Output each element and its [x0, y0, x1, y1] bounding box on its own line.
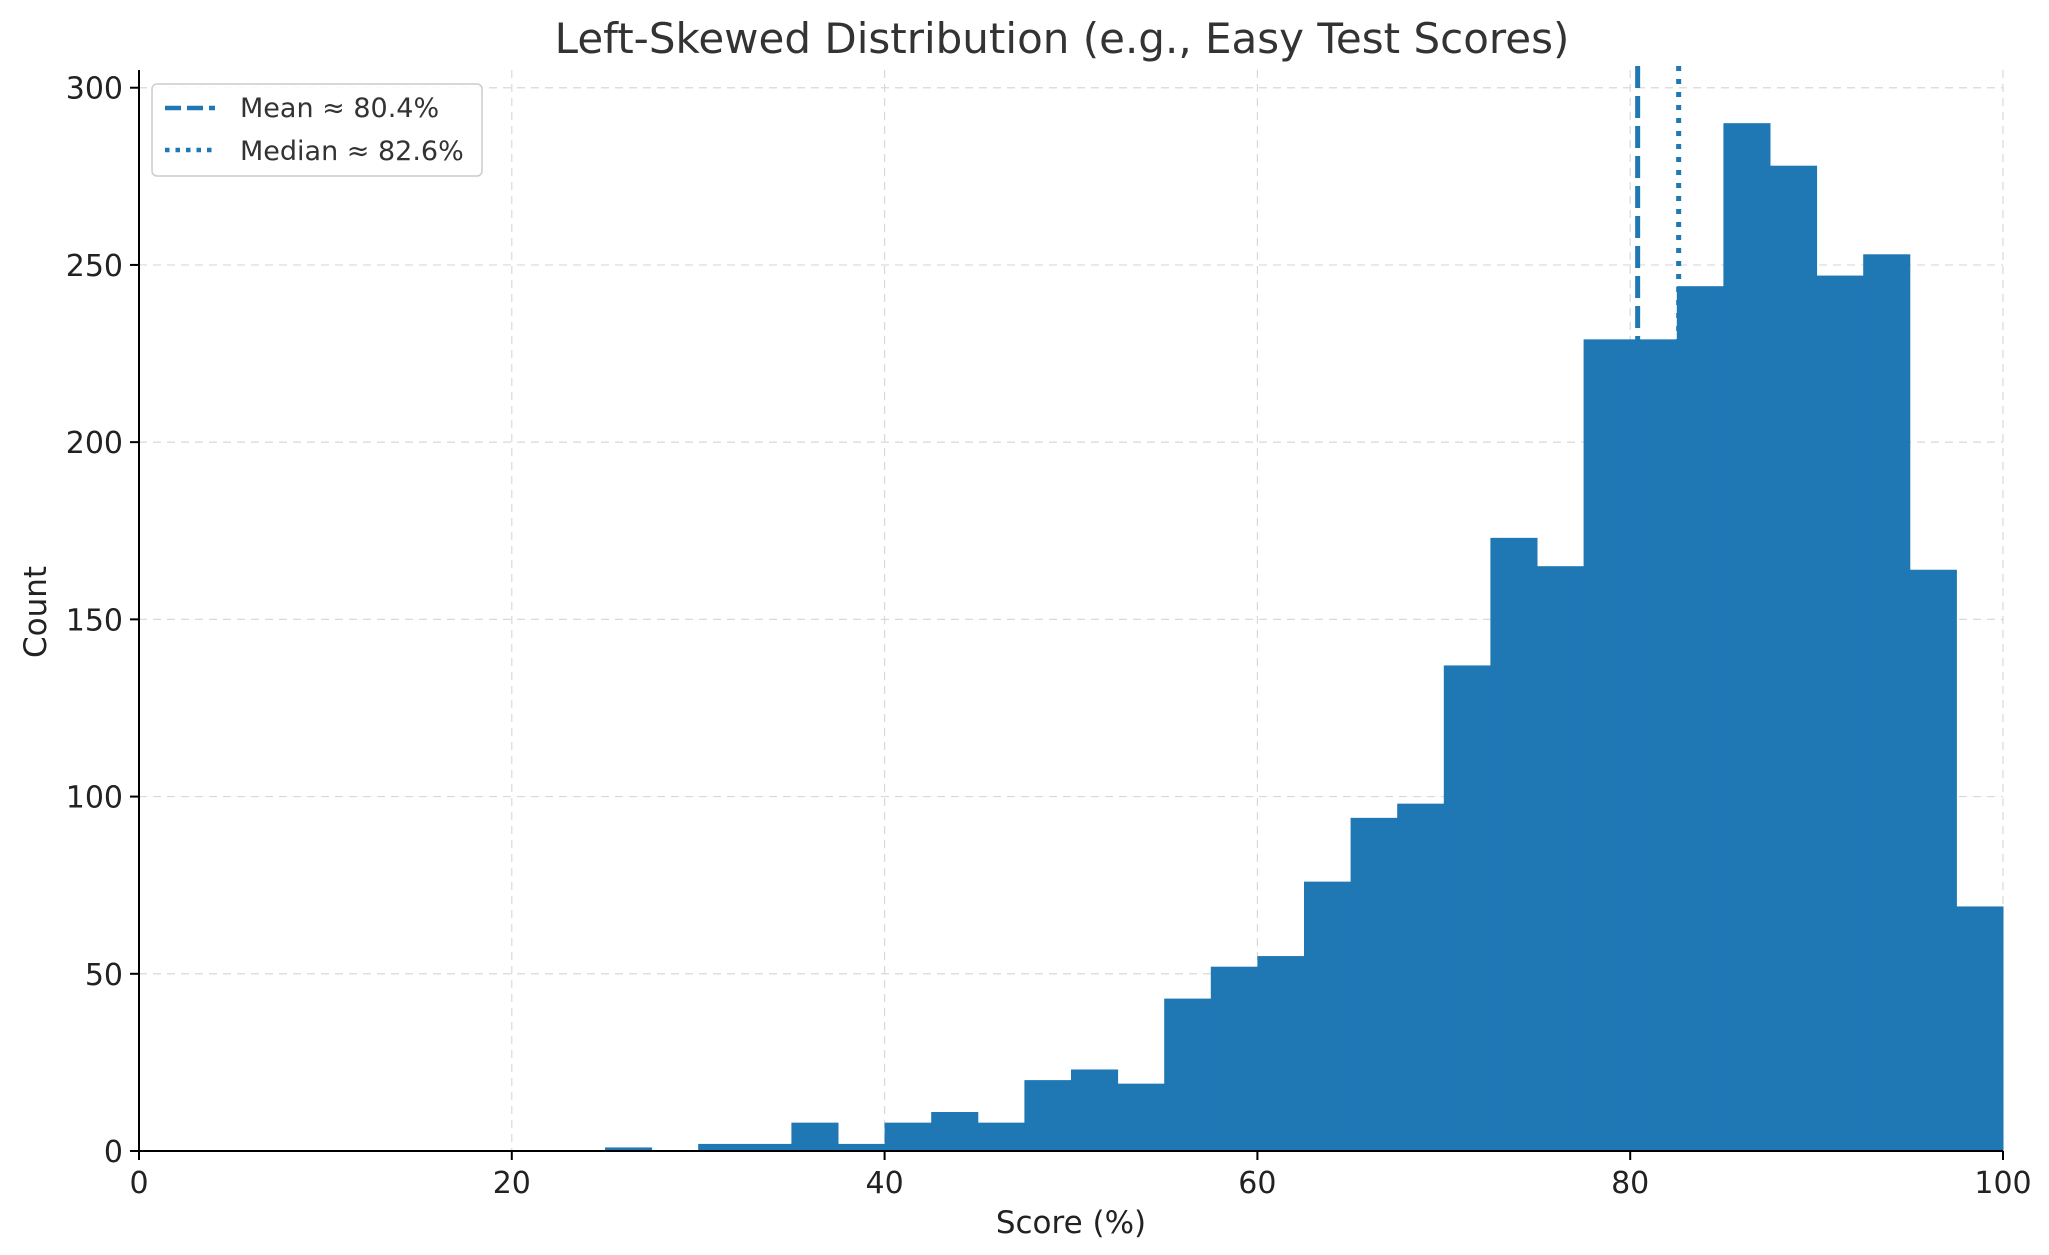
x-tick-label: 60 — [1238, 1166, 1276, 1201]
histogram-bar — [605, 1147, 653, 1151]
y-axis-label: Count — [18, 566, 54, 658]
legend-box — [151, 83, 483, 177]
y-tick-label: 50 — [85, 958, 123, 993]
x-tick-label: 80 — [1611, 1166, 1649, 1201]
histogram-bar — [1909, 569, 1957, 1151]
histogram-bar — [1816, 275, 1864, 1151]
histogram-bar — [744, 1143, 792, 1151]
histogram-bars — [605, 123, 2004, 1152]
y-tick-label: 250 — [66, 249, 123, 284]
legend-median-label: Median ≈ 82.6% — [240, 136, 464, 167]
y-tick-label: 300 — [66, 72, 123, 107]
legend: Mean ≈ 80.4% Median ≈ 82.6% — [151, 83, 483, 177]
histogram-bar — [1397, 803, 1445, 1151]
x-axis-label: Score (%) — [996, 1205, 1146, 1241]
histogram-bar — [1071, 1069, 1119, 1151]
histogram-bar — [977, 1122, 1025, 1151]
tick-labels: 0 20 40 60 80 100 0 50 100 150 200 250 300 — [66, 72, 2032, 1201]
x-tick-label: 100 — [1974, 1166, 2031, 1201]
histogram-bar — [1210, 966, 1258, 1151]
histogram-bar — [1723, 123, 1771, 1151]
histogram-bar — [1117, 1083, 1165, 1151]
y-tick-label: 200 — [66, 426, 123, 461]
histogram-bar — [1164, 998, 1212, 1151]
histogram-bar — [1956, 906, 2004, 1151]
histogram-bar — [1257, 956, 1305, 1151]
reference-lines — [1635, 66, 1682, 1151]
x-tick-label: 0 — [129, 1166, 148, 1201]
histogram-bar — [1770, 165, 1818, 1152]
histogram-bar — [1863, 254, 1911, 1151]
histogram-bar — [1583, 339, 1631, 1152]
histogram-bar — [884, 1122, 932, 1151]
y-tick-label: 100 — [66, 781, 123, 816]
histogram-bar — [698, 1143, 746, 1151]
histogram-bar — [931, 1112, 979, 1151]
histogram-bar — [1350, 817, 1398, 1151]
histogram-bar — [1676, 286, 1724, 1151]
histogram-bar — [1304, 881, 1352, 1151]
histogram-bar — [1537, 566, 1585, 1151]
histogram-bar — [838, 1143, 886, 1151]
y-tick-label: 0 — [104, 1135, 123, 1170]
axes — [130, 70, 2004, 1160]
histogram-bar — [1024, 1080, 1072, 1151]
x-tick-label: 20 — [493, 1166, 531, 1201]
histogram-bar — [1490, 537, 1538, 1151]
x-tick-label: 40 — [866, 1166, 904, 1201]
chart-title: Left-Skewed Distribution (e.g., Easy Tes… — [555, 14, 1570, 63]
histogram-bar — [1443, 665, 1491, 1151]
y-tick-label: 150 — [66, 603, 123, 638]
histogram-bar — [791, 1122, 839, 1151]
legend-mean-label: Mean ≈ 80.4% — [240, 93, 439, 124]
